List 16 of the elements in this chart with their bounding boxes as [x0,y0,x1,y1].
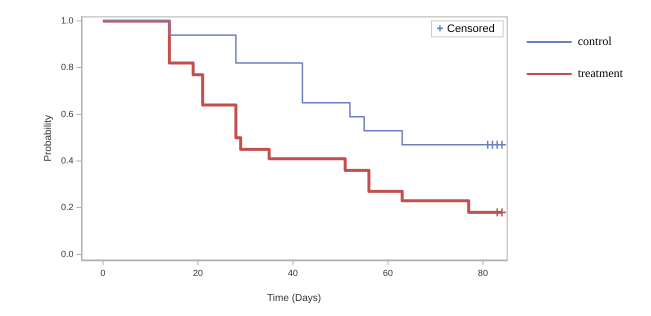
y-tick-label: 0.8 [60,62,74,72]
y-tick-label: 0.2 [60,202,74,212]
x-tick-label: 20 [192,268,203,278]
legend-label: Censored [446,22,495,35]
x-axis-title: Time (Days) [267,292,322,304]
x-tick-label: 40 [288,268,298,278]
y-tick-label: 0.4 [60,156,74,166]
legend-label: control [578,34,612,48]
y-axis-title: Probability [42,114,54,162]
y-tick-label: 0.0 [60,248,74,259]
x-tick-label: 0 [100,268,106,278]
y-tick-label: 0.6 [60,108,74,119]
legend-label: treatment [578,66,624,80]
x-tick-label: 80 [478,268,488,278]
x-tick-label: 60 [382,268,393,278]
y-tick-label: 1.0 [60,16,74,26]
